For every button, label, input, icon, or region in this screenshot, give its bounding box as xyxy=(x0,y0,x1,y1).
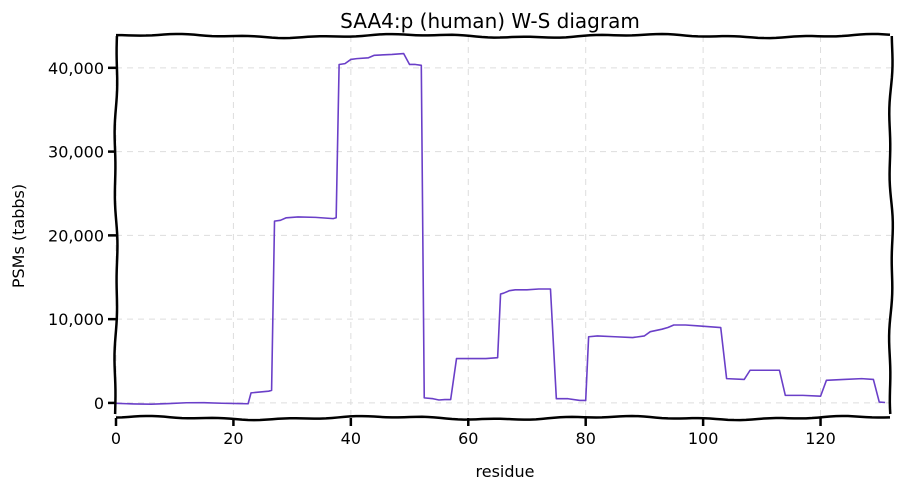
y-axis-label: PSMs (tabbs) xyxy=(9,184,28,288)
frame-top xyxy=(116,34,890,38)
y-tick-label: 0 xyxy=(94,394,104,413)
chart-title: SAA4:p (human) W-S diagram xyxy=(340,9,640,33)
frame-right xyxy=(889,36,893,414)
x-tick-label: 60 xyxy=(458,429,478,448)
x-tick-label: 120 xyxy=(805,429,836,448)
y-tick-label: 30,000 xyxy=(48,143,104,162)
x-axis: 0 20 40 60 80 100 120 xyxy=(111,418,836,448)
x-tick-label: 20 xyxy=(223,429,243,448)
y-tick-label: 40,000 xyxy=(48,59,104,78)
axes-frame xyxy=(114,34,892,420)
x-tick-label: 40 xyxy=(341,429,361,448)
plot-area xyxy=(116,54,885,405)
x-tick-label: 100 xyxy=(688,429,719,448)
series-line xyxy=(116,54,885,405)
x-axis-label: residue xyxy=(476,462,535,481)
y-axis: 0 10,000 20,000 30,000 40,000 xyxy=(48,59,116,413)
x-tick-label: 80 xyxy=(576,429,596,448)
y-tick-label: 10,000 xyxy=(48,310,104,329)
grid xyxy=(116,36,891,418)
frame-bottom xyxy=(116,416,890,420)
y-tick-label: 20,000 xyxy=(48,226,104,245)
x-tick-label: 0 xyxy=(111,429,121,448)
